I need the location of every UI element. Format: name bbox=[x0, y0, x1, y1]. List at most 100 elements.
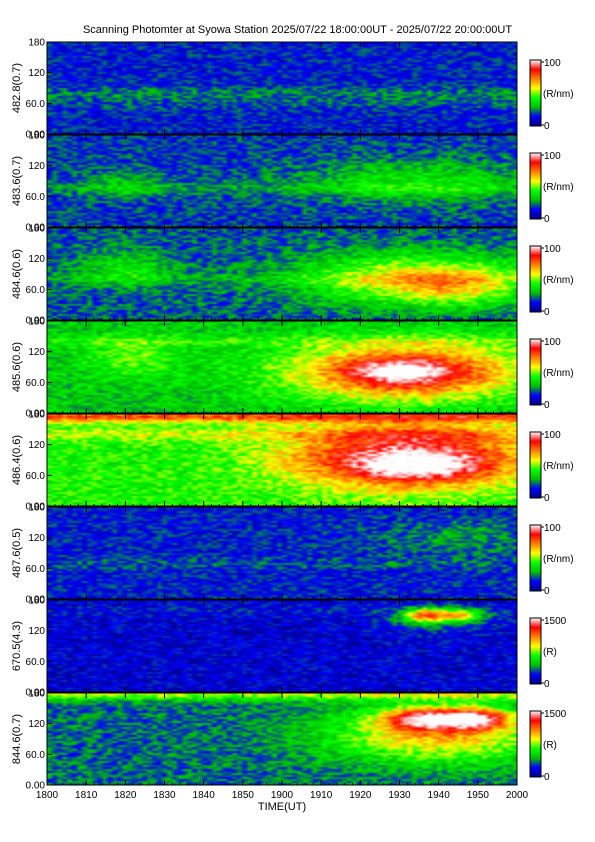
y-tick-label: 0.00 bbox=[26, 223, 46, 234]
y-tick-label: 180 bbox=[28, 224, 45, 235]
y-tick-label: 60.0 bbox=[26, 471, 46, 482]
colorbar-max-label: 100 bbox=[544, 523, 561, 534]
colorbar-min-label: 0 bbox=[544, 121, 550, 132]
colorbar-unit-label: (R/nm) bbox=[543, 368, 574, 379]
colorbar-max-label: 1500 bbox=[544, 709, 567, 720]
panel-2: 0.00 60.0 120 180 483.6(0.7) 100 0 (R/nm) bbox=[11, 131, 574, 234]
chart-title: Scanning Photomter at Syowa Station 2025… bbox=[82, 24, 513, 36]
colorbar-unit-label: (R/nm) bbox=[543, 554, 574, 565]
colorbar-min-label: 0 bbox=[544, 307, 550, 318]
colorbar-unit-label: (R/nm) bbox=[543, 275, 574, 286]
heatmap-image bbox=[47, 507, 517, 599]
x-tick-label: 1930 bbox=[388, 790, 411, 801]
y-tick-label: 0.00 bbox=[26, 130, 46, 141]
y-tick-label: 0.00 bbox=[26, 781, 46, 792]
colorbar-min-label: 0 bbox=[544, 214, 550, 225]
colorbar-max-label: 1500 bbox=[544, 616, 567, 627]
colorbar-unit-label: (R) bbox=[543, 740, 557, 751]
colorbar-unit-label: (R/nm) bbox=[543, 182, 574, 193]
colorbar-unit-label: (R) bbox=[543, 647, 557, 658]
colorbar-max-label: 100 bbox=[544, 244, 561, 255]
x-tick-label: 2000 bbox=[506, 790, 529, 801]
y-tick-label: 0.00 bbox=[26, 595, 46, 606]
heatmap-image bbox=[47, 321, 517, 413]
x-axis-title: TIME(UT) bbox=[258, 801, 306, 813]
y-tick-label: 60.0 bbox=[26, 564, 46, 575]
y-tick-label: 180 bbox=[28, 596, 45, 607]
heatmap-image bbox=[47, 42, 517, 134]
y-tick-label: 180 bbox=[28, 689, 45, 700]
x-tick-label: 1910 bbox=[310, 790, 333, 801]
panel-1: 0.00 60.0 120 180 482.8(0.7) 100 0 (R/nm) bbox=[11, 38, 574, 141]
x-tick-label: 1900 bbox=[271, 790, 294, 801]
y-tick-label: 180 bbox=[28, 503, 45, 514]
colorbar bbox=[529, 617, 542, 685]
y-tick-label: 120 bbox=[28, 440, 45, 451]
x-tick-label: 1850 bbox=[232, 790, 255, 801]
panel-ylabel: 485.6(0.6) bbox=[11, 342, 23, 392]
panel-ylabel: 482.8(0.7) bbox=[11, 63, 23, 113]
x-tick-label: 1800 bbox=[36, 790, 59, 801]
y-tick-label: 60.0 bbox=[26, 285, 46, 296]
colorbar-max-label: 100 bbox=[544, 151, 561, 162]
panel-ylabel: 486.4(0.6) bbox=[11, 435, 23, 485]
y-tick-label: 120 bbox=[28, 347, 45, 358]
colorbar bbox=[529, 152, 542, 220]
panel-ylabel: 484.6(0.6) bbox=[11, 249, 23, 299]
y-tick-label: 120 bbox=[28, 626, 45, 637]
colorbar-min-label: 0 bbox=[544, 679, 550, 690]
y-tick-label: 120 bbox=[28, 533, 45, 544]
colorbar bbox=[529, 431, 542, 499]
y-tick-label: 180 bbox=[28, 410, 45, 421]
y-tick-label: 180 bbox=[28, 317, 45, 328]
panel-ylabel: 670.5(4.3) bbox=[11, 621, 23, 671]
heatmap-image bbox=[47, 135, 517, 227]
heatmap-image bbox=[47, 600, 517, 692]
colorbar-max-label: 100 bbox=[544, 430, 561, 441]
y-tick-label: 60.0 bbox=[26, 192, 46, 203]
colorbar-min-label: 0 bbox=[544, 493, 550, 504]
x-tick-label: 1940 bbox=[428, 790, 451, 801]
colorbar bbox=[529, 59, 542, 127]
x-tick-label: 1840 bbox=[193, 790, 216, 801]
colorbar bbox=[529, 338, 542, 406]
y-tick-label: 120 bbox=[28, 68, 45, 79]
y-tick-label: 60.0 bbox=[26, 750, 46, 761]
panel-7: 0.00 60.0 120 180 670.5(4.3) 1500 0 (R) bbox=[11, 596, 567, 699]
heatmap-image bbox=[47, 228, 517, 320]
colorbar bbox=[529, 524, 542, 592]
x-tick-label: 1830 bbox=[153, 790, 176, 801]
y-tick-label: 0.00 bbox=[26, 409, 46, 420]
colorbar-min-label: 0 bbox=[544, 400, 550, 411]
y-tick-label: 180 bbox=[28, 38, 45, 49]
y-tick-label: 0.00 bbox=[26, 688, 46, 699]
colorbar-min-label: 0 bbox=[544, 586, 550, 597]
panel-ylabel: 844.6(0.7) bbox=[11, 714, 23, 764]
y-tick-label: 60.0 bbox=[26, 657, 46, 668]
colorbar-unit-label: (R/nm) bbox=[543, 461, 574, 472]
y-tick-label: 120 bbox=[28, 254, 45, 265]
panel-6: 0.00 60.0 120 180 487.6(0.5) 100 0 (R/nm) bbox=[11, 503, 574, 606]
x-tick-label: 1810 bbox=[75, 790, 98, 801]
panel-4: 0.00 60.0 120 180 485.6(0.6) 100 0 (R/nm) bbox=[11, 317, 574, 420]
y-tick-label: 180 bbox=[28, 131, 45, 142]
x-tick-label: 1950 bbox=[467, 790, 490, 801]
x-tick-label: 1820 bbox=[114, 790, 137, 801]
y-tick-label: 120 bbox=[28, 161, 45, 172]
panel-8: 0.00 60.0 120 180 844.6(0.7) 1500 0 (R) bbox=[11, 689, 567, 792]
colorbar bbox=[529, 245, 542, 313]
heatmap-image bbox=[47, 693, 517, 785]
colorbar bbox=[529, 710, 542, 778]
panel-ylabel: 487.6(0.5) bbox=[11, 528, 23, 578]
colorbar-max-label: 100 bbox=[544, 58, 561, 69]
y-tick-label: 0.00 bbox=[26, 502, 46, 513]
heatmap-image bbox=[47, 414, 517, 506]
panel-5: 0.00 60.0 120 180 486.4(0.6) 100 0 (R/nm) bbox=[11, 410, 574, 513]
y-tick-label: 120 bbox=[28, 719, 45, 730]
panel-3: 0.00 60.0 120 180 484.6(0.6) 100 0 (R/nm) bbox=[11, 224, 574, 327]
panel-ylabel: 483.6(0.7) bbox=[11, 156, 23, 206]
y-tick-label: 60.0 bbox=[26, 99, 46, 110]
x-tick-label: 1920 bbox=[349, 790, 372, 801]
y-tick-label: 0.00 bbox=[26, 316, 46, 327]
